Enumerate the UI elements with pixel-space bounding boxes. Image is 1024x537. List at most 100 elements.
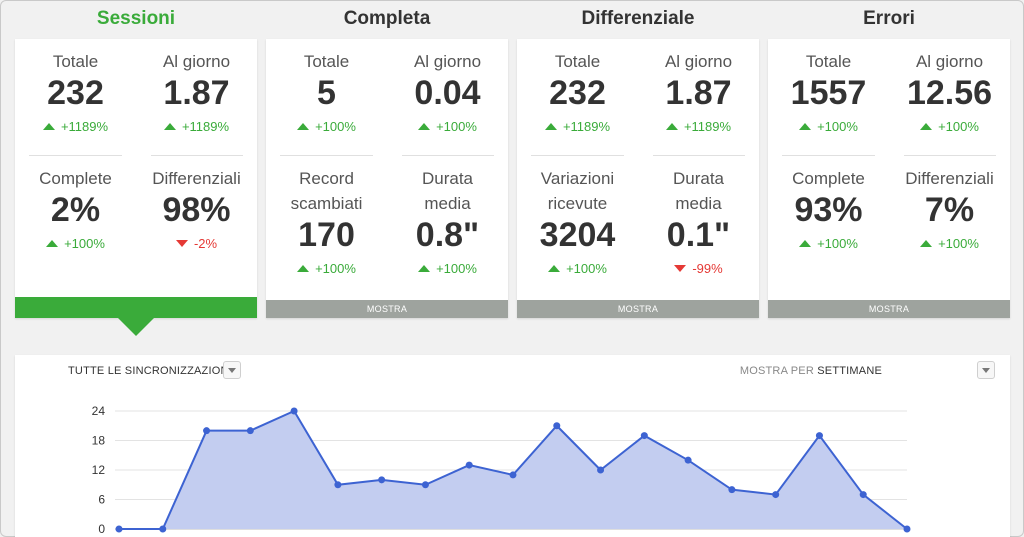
data-point bbox=[728, 486, 736, 494]
mostra-button[interactable]: MOSTRA bbox=[517, 300, 759, 318]
data-point bbox=[421, 481, 429, 489]
divider bbox=[782, 155, 875, 156]
card-differenziale[interactable]: Totale 232 +1189% Al giorno 1.87 +1189% … bbox=[517, 39, 759, 318]
metric-al-giorno: Al giorno 12.56 +100% bbox=[889, 49, 1010, 134]
metric-label: Al giorno bbox=[162, 52, 231, 71]
y-tick-label: 12 bbox=[92, 463, 106, 477]
card-completa[interactable]: Totale 5 +100% Al giorno 0.04 +100% Reco… bbox=[266, 39, 508, 318]
metric-label: Differenziali bbox=[152, 169, 241, 188]
caret-down-icon bbox=[228, 368, 236, 373]
metric-label: Al giorno bbox=[413, 52, 482, 71]
metric-change-text: +100% bbox=[315, 261, 356, 276]
arrow-up-icon bbox=[418, 265, 431, 272]
metric-value: 1.87 bbox=[163, 74, 230, 112]
metric-change: +100% bbox=[15, 236, 136, 251]
arrow-up-icon bbox=[920, 123, 933, 130]
series-area bbox=[119, 411, 907, 529]
arrow-up-icon bbox=[799, 240, 812, 247]
metric-value: 93% bbox=[794, 191, 863, 229]
divider bbox=[402, 155, 494, 156]
metric-change: -99% bbox=[663, 261, 734, 276]
y-tick-label: 6 bbox=[98, 493, 105, 507]
active-pointer-icon bbox=[118, 318, 154, 336]
data-point bbox=[509, 471, 517, 479]
metric-label: Durata media bbox=[421, 169, 474, 213]
data-point bbox=[859, 491, 867, 499]
show-by-value: SETTIMANE bbox=[817, 365, 882, 377]
data-point bbox=[597, 466, 605, 474]
arrow-up-icon bbox=[42, 123, 55, 130]
metric-change-text: +100% bbox=[817, 236, 858, 251]
arrow-up-icon bbox=[548, 265, 561, 272]
show-by-selector[interactable]: MOSTRA PER SETTIMANE bbox=[740, 365, 882, 377]
metric-label: Totale bbox=[303, 52, 350, 71]
metric-change: +1189% bbox=[136, 119, 257, 134]
arrow-up-icon bbox=[297, 265, 310, 272]
y-tick-label: 18 bbox=[92, 434, 106, 448]
metric-label: Record scambiati bbox=[290, 169, 363, 213]
metric-value: 1.87 bbox=[665, 74, 732, 112]
card-errori[interactable]: Totale 1557 +100% Al giorno 12.56 +100% … bbox=[768, 39, 1010, 318]
data-point bbox=[684, 456, 692, 464]
metric-change: +100% bbox=[266, 119, 387, 134]
mostra-button[interactable]: MOSTRA bbox=[266, 300, 508, 318]
metric-label: Totale bbox=[805, 52, 852, 71]
data-point bbox=[203, 427, 211, 435]
show-by-prefix: MOSTRA PER bbox=[739, 365, 814, 377]
metric-change-text: +100% bbox=[817, 119, 858, 134]
metric-durata-media: Durata media 0.8" +100% bbox=[412, 166, 483, 276]
mostra-button[interactable]: MOSTRA bbox=[768, 300, 1010, 318]
metric-label: Totale bbox=[554, 52, 601, 71]
arrow-up-icon bbox=[799, 123, 812, 130]
metric-change: +100% bbox=[768, 236, 889, 251]
data-point bbox=[772, 491, 780, 499]
arrow-up-icon bbox=[544, 123, 557, 130]
metric-value: 98% bbox=[162, 191, 231, 229]
data-point bbox=[640, 432, 648, 440]
metric-change-text: +1189% bbox=[60, 119, 109, 134]
metric-change: -2% bbox=[136, 236, 257, 251]
chart-panel: TUTTE LE SINCRONIZZAZIONI MOSTRA PER SET… bbox=[15, 355, 1010, 537]
metric-value: 3204 bbox=[539, 216, 616, 254]
data-point bbox=[290, 407, 298, 415]
arrow-up-icon bbox=[163, 123, 176, 130]
metric-label: Complete bbox=[39, 169, 112, 188]
period-dropdown[interactable] bbox=[977, 361, 995, 379]
metric-label: Totale bbox=[52, 52, 99, 71]
metric-al-giorno: Al giorno 1.87 +1189% bbox=[136, 49, 257, 134]
metric-change: +100% bbox=[768, 119, 889, 134]
metric-change-text: -2% bbox=[193, 236, 218, 251]
metric-label: Al giorno bbox=[915, 52, 984, 71]
metric-differenziali: Differenziali 7% +100% bbox=[889, 166, 1010, 251]
data-point bbox=[903, 525, 911, 533]
arrow-up-icon bbox=[920, 240, 933, 247]
metric-change-text: +1189% bbox=[562, 119, 611, 134]
divider bbox=[280, 155, 373, 156]
arrow-up-icon bbox=[297, 123, 310, 130]
divider bbox=[151, 155, 243, 156]
arrow-down-icon bbox=[674, 265, 687, 272]
data-point bbox=[334, 481, 342, 489]
metric-totale: Totale 1557 +100% bbox=[768, 49, 889, 134]
metric-label: Durata media bbox=[672, 169, 725, 213]
metric-change-text: +1189% bbox=[181, 119, 230, 134]
metric-change-text: +100% bbox=[566, 261, 607, 276]
sync-filter-dropdown[interactable] bbox=[223, 361, 241, 379]
metric-value: 2% bbox=[50, 191, 101, 229]
metric-totale: Totale 5 +100% bbox=[266, 49, 387, 134]
metric-change: +100% bbox=[889, 236, 1010, 251]
y-tick-label: 24 bbox=[92, 404, 106, 418]
metric-value: 232 bbox=[549, 74, 606, 112]
metric-variazioni-ricevute: Variazioni ricevute 3204 +100% bbox=[527, 166, 628, 276]
metric-record-scambiati: Record scambiati 170 +100% bbox=[276, 166, 377, 276]
metric-totale: Totale 232 +1189% bbox=[15, 49, 136, 134]
arrow-up-icon bbox=[418, 123, 431, 130]
metric-change: +1189% bbox=[517, 119, 638, 134]
arrow-down-icon bbox=[175, 240, 188, 247]
column-title-differenziale: Differenziale bbox=[581, 8, 695, 29]
metric-change-text: +100% bbox=[938, 236, 979, 251]
data-point bbox=[159, 525, 167, 533]
metric-change: +100% bbox=[276, 261, 377, 276]
metric-change-text: +100% bbox=[938, 119, 979, 134]
card-sessioni[interactable]: Totale 232 +1189% Al giorno 1.87 +1189% … bbox=[15, 39, 257, 318]
